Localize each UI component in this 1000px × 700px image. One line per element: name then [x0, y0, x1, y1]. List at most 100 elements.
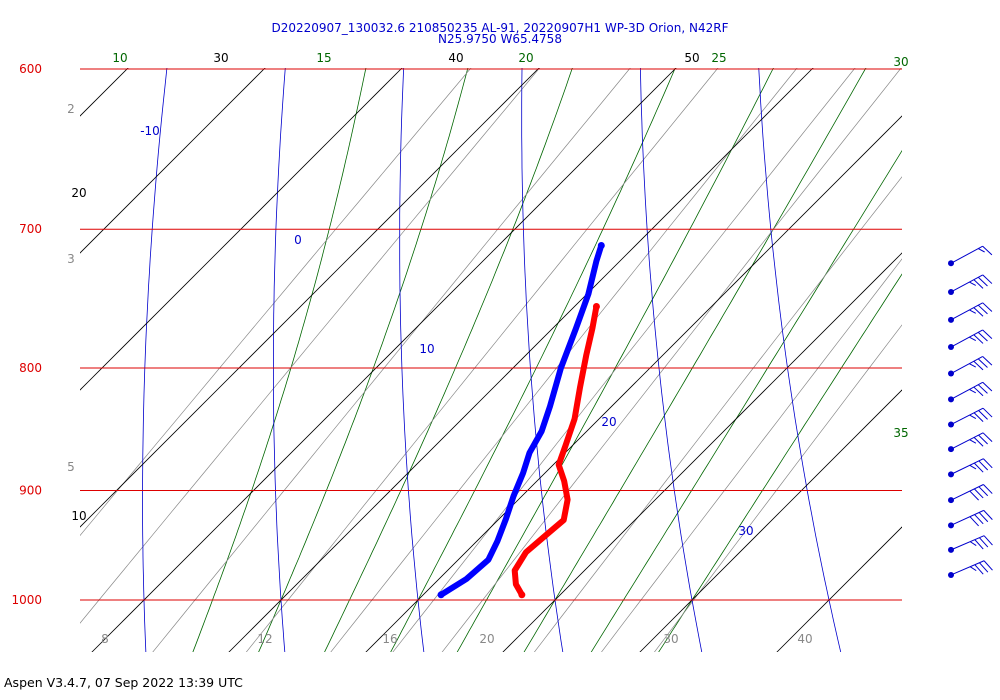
- isobars: [80, 68, 902, 601]
- wind-barb-flag: [969, 336, 976, 341]
- isotherm-line: [80, 68, 540, 528]
- moist-adiabat-label: 20: [518, 51, 533, 65]
- dry-adiabat-line: [273, 68, 286, 652]
- temperature-endpoint: [518, 591, 526, 599]
- wind-barb: [948, 432, 993, 453]
- wind-barb-flag: [969, 414, 977, 420]
- wind-barb-flag: [974, 539, 984, 550]
- moist-adiabat-line: [456, 68, 774, 652]
- wind-barb-flag: [979, 562, 989, 573]
- wind-barb-flag: [974, 564, 984, 575]
- wind-barb-flag: [983, 484, 993, 494]
- wind-barb-flag: [977, 304, 988, 315]
- wind-barb: [948, 329, 993, 351]
- wind-barb: [948, 535, 993, 553]
- moist-adiabat-label: 30: [893, 55, 908, 69]
- wind-barb: [948, 381, 993, 403]
- wind-barb-flag: [969, 516, 979, 527]
- moist-adiabat-line: [324, 68, 573, 652]
- line-labels: 600 700 800 900 1000 30 40 50 20 10 -10 0 10 20 30 10 15…: [11, 51, 908, 646]
- wind-barb-flag: [982, 302, 993, 312]
- dry-adiabat-label: 0: [294, 233, 302, 247]
- wind-barb-flag: [969, 566, 977, 572]
- wind-barb-flag: [973, 488, 984, 499]
- dry-adiabat-line: [639, 68, 703, 652]
- wind-barb: [948, 274, 993, 295]
- wind-barb-flag: [977, 276, 988, 287]
- wind-barb-flag: [982, 274, 993, 284]
- wind-barb: [948, 245, 993, 267]
- wind-barb-flag: [983, 535, 993, 546]
- wind-barb-flag: [973, 307, 984, 317]
- isobar-label: 600: [19, 62, 42, 76]
- mixing-ratio-label: 12: [257, 632, 272, 646]
- chart-title: D20220907_130032.6 210850235 AL-91, 2022…: [271, 21, 729, 35]
- wind-barb-flag: [973, 360, 984, 371]
- dewpoint-endpoint: [437, 591, 445, 599]
- wind-barb-staff: [950, 560, 985, 576]
- wind-barb-flag: [983, 458, 993, 469]
- isotherm-line: [502, 252, 902, 652]
- moist-adiabat-line: [590, 149, 902, 652]
- wind-barb-flag: [982, 356, 993, 366]
- wind-barb-staff: [950, 381, 983, 400]
- wind-barb-flag: [969, 309, 976, 314]
- mixing-ratio-line: [441, 68, 902, 652]
- wind-barb-flag: [973, 386, 984, 397]
- isotherm-line: [365, 115, 902, 652]
- mixing-ratio-line: [601, 258, 902, 652]
- wind-barb-flag: [969, 541, 977, 546]
- dry-adiabat-line: [521, 68, 564, 652]
- mixing-ratio-label: 40: [797, 632, 812, 646]
- sounding-traces: [437, 241, 605, 599]
- mixing-ratio-label: 20: [479, 632, 494, 646]
- wind-barb: [948, 458, 993, 478]
- wind-barb-staff: [950, 274, 983, 293]
- wind-barb-flag: [969, 389, 976, 394]
- dry-adiabat-label: 30: [738, 524, 753, 538]
- moist-adiabat-line: [658, 273, 902, 652]
- mixing-ratio-line: [533, 176, 902, 652]
- mixing-ratio-label: 3: [67, 252, 75, 266]
- wind-barb-flag: [982, 329, 993, 340]
- wind-barb-flag: [978, 434, 988, 445]
- moist-adiabat-label: 25: [711, 51, 726, 65]
- wind-barb-flag: [978, 410, 988, 420]
- wind-barb-flag: [982, 245, 993, 256]
- mixing-ratio-lines: [80, 68, 902, 652]
- moist-adiabat-label: 10: [112, 51, 127, 65]
- wind-barb-flag: [982, 407, 993, 418]
- moist-adiabat-line: [390, 68, 676, 652]
- wind-barb-flag: [978, 248, 985, 253]
- chart-subtitle: N25.9750 W65.4758: [438, 32, 562, 46]
- wind-barb-flag: [983, 560, 993, 571]
- isobar-label: 800: [19, 361, 42, 375]
- wind-barb-flag: [969, 490, 979, 501]
- wind-barb-flag: [973, 412, 984, 423]
- wind-barb: [948, 484, 993, 504]
- isotherm-label: 10: [71, 509, 86, 523]
- isotherm-line: [0, 0, 62, 680]
- wind-barb: [948, 407, 993, 428]
- wind-barb-staff: [950, 407, 984, 426]
- wind-barb: [948, 560, 993, 578]
- isobar-label: 1000: [11, 593, 42, 607]
- wind-barb-staff: [950, 245, 983, 264]
- dewpoint-endpoint: [597, 241, 605, 249]
- moist-adiabat-label: 35: [893, 426, 908, 440]
- mixing-ratio-label: 5: [67, 460, 75, 474]
- isotherm-label: 30: [213, 51, 228, 65]
- wind-barb-flag: [983, 510, 993, 520]
- isotherm-line: [639, 389, 902, 652]
- moist-adiabats: [192, 68, 902, 652]
- wind-barb-staff: [950, 302, 983, 321]
- isobar-label: 700: [19, 222, 42, 236]
- wind-barb-staff: [950, 484, 984, 501]
- mixing-ratio-label: 2: [67, 102, 75, 116]
- wind-barb-flag: [977, 332, 988, 342]
- dry-adiabat-line: [7, 0, 60, 680]
- isotherm-line: [228, 68, 814, 652]
- wind-barb-staff: [950, 356, 983, 374]
- dry-adiabat-line: [758, 68, 842, 652]
